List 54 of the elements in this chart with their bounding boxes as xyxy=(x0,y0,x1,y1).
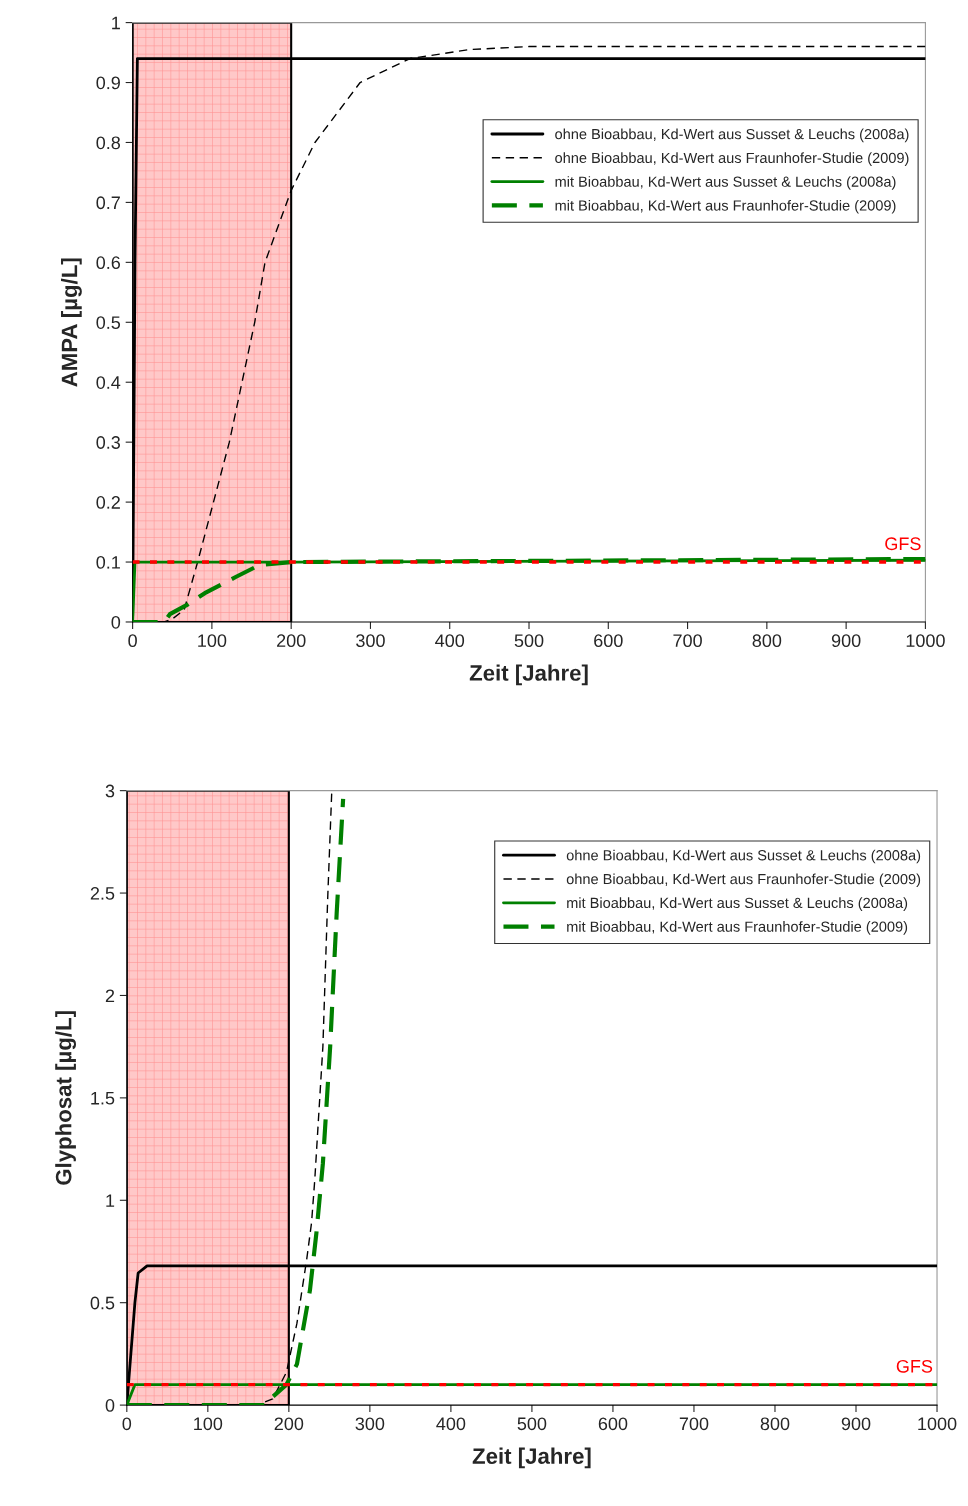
x-tick-label: 700 xyxy=(679,1417,709,1431)
x-axis-title: Zeit [Jahre] xyxy=(472,1447,591,1469)
x-tick-label: 900 xyxy=(831,634,861,648)
y-tick-label: 2.5 xyxy=(90,886,115,900)
x-tick-label: 400 xyxy=(435,634,465,648)
x-tick-label: 1000 xyxy=(906,634,945,648)
y-tick-label: 0.2 xyxy=(96,496,120,509)
x-tick-label: 100 xyxy=(198,634,227,648)
y-tick-label: 0 xyxy=(105,1399,115,1412)
x-tick-label: 0 xyxy=(122,1417,132,1431)
x-tick-label: 800 xyxy=(760,1417,790,1431)
legend-label: mit Bioabbau, Kd-Wert aus Fraunhofer-Studie (2009) xyxy=(555,199,896,214)
y-tick-label: 0.3 xyxy=(96,436,121,449)
x-tick-label: 700 xyxy=(673,634,702,648)
y-tick-label: 0.4 xyxy=(96,376,121,389)
y-tick-label: 1 xyxy=(106,1194,115,1207)
x-tick-label: 400 xyxy=(436,1417,466,1431)
y-tick-label: 1.5 xyxy=(91,1091,115,1105)
x-tick-label: 200 xyxy=(277,634,306,648)
x-tick-label: 1000 xyxy=(918,1417,957,1431)
x-axis-title: Zeit [Jahre] xyxy=(469,664,588,686)
legend-label: mit Bioabbau, Kd-Wert aus Susset & Leuchs (2008a) xyxy=(555,176,896,190)
legend-label: ohne Bioabbau, Kd-Wert aus Susset & Leuchs (2008a) xyxy=(555,128,909,143)
y-axis-title: AMPA [µg/L] xyxy=(61,258,82,387)
x-tick-label: 800 xyxy=(752,634,782,648)
x-tick-label: 200 xyxy=(274,1417,304,1431)
y-tick-label: 0.5 xyxy=(96,316,121,329)
y-tick-label: 1 xyxy=(112,16,120,30)
x-tick-label: 900 xyxy=(841,1417,871,1431)
x-tick-label: 500 xyxy=(517,1417,547,1431)
legend-label: ohne Bioabbau, Kd-Wert aus Fraunhofer-Studie (2009) xyxy=(566,873,921,888)
x-tick-label: 300 xyxy=(356,634,385,648)
x-tick-label: 500 xyxy=(514,634,544,648)
y-tick-label: 0.1 xyxy=(96,555,120,569)
y-tick-label: 0.5 xyxy=(90,1296,115,1310)
ref-line-label: GFS xyxy=(896,1359,933,1373)
y-tick-label: 2 xyxy=(105,989,115,1003)
y-tick-label: 0 xyxy=(111,615,121,629)
y-tick-label: 0.6 xyxy=(96,256,121,270)
y-tick-label: 0.7 xyxy=(96,196,120,210)
legend-label: ohne Bioabbau, Kd-Wert aus Fraunhofer-Studie (2009) xyxy=(555,152,909,166)
x-tick-label: 300 xyxy=(355,1417,385,1431)
x-tick-label: 600 xyxy=(594,634,623,648)
x-tick-label: 100 xyxy=(194,1417,223,1431)
legend-label: ohne Bioabbau, Kd-Wert aus Susset & Leuchs (2008a) xyxy=(566,849,921,864)
x-tick-label: 0 xyxy=(128,634,137,648)
legend-label: mit Bioabbau, Kd-Wert aus Fraunhofer-Studie (2009) xyxy=(567,921,908,935)
legend-label: mit Bioabbau, Kd-Wert aus Susset & Leuchs (2008a) xyxy=(567,897,908,911)
y-tick-label: 0.9 xyxy=(96,76,120,90)
y-tick-label: 3 xyxy=(105,784,115,798)
x-tick-label: 600 xyxy=(598,1417,628,1431)
y-tick-label: 0.8 xyxy=(96,136,121,150)
y-axis-title: Glyphosat [µg/L] xyxy=(55,1011,77,1185)
ref-line-label: GFS xyxy=(885,537,921,551)
